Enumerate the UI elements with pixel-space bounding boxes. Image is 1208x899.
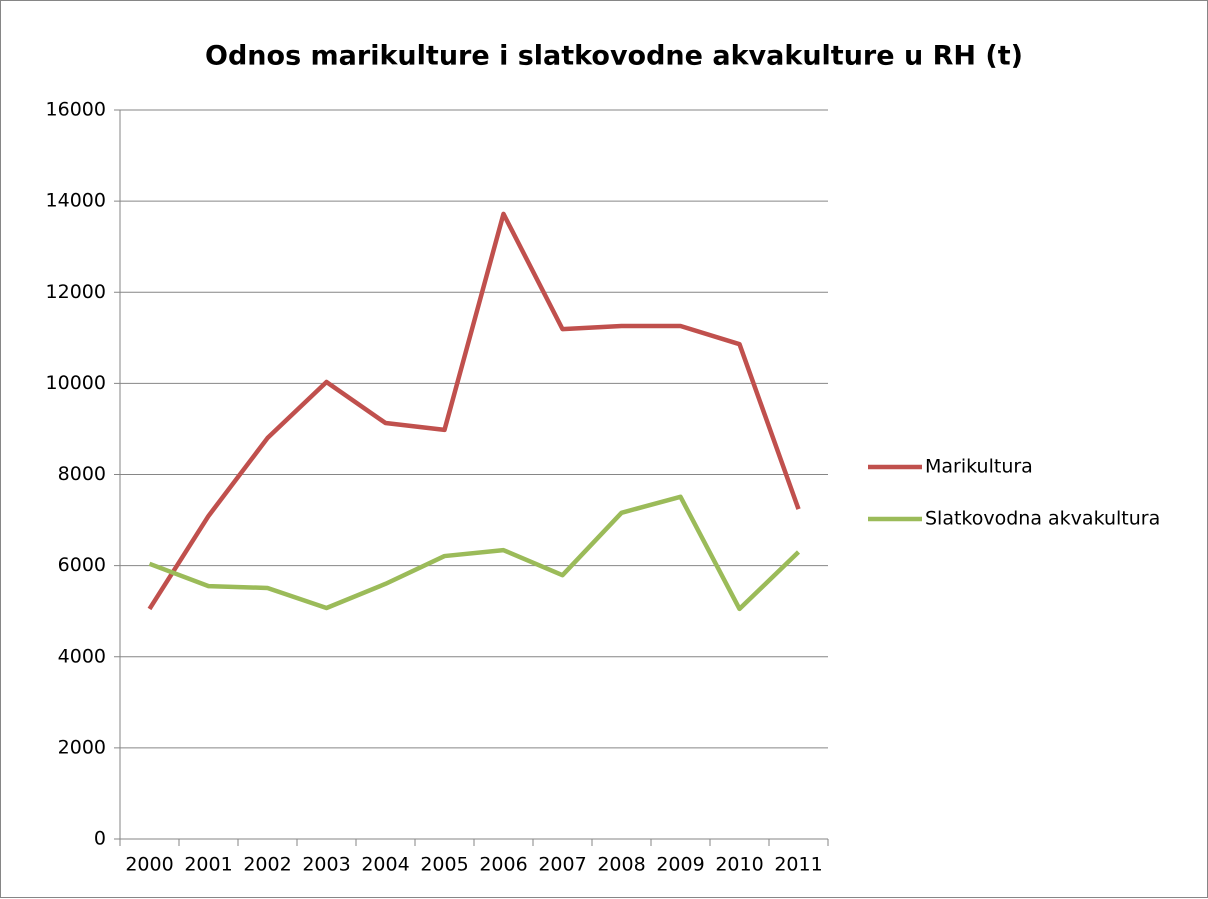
y-tick-label: 10000 [46, 372, 106, 394]
x-tick-label: 2007 [538, 854, 586, 876]
x-tick-label: 2001 [184, 854, 232, 876]
legend-label: Slatkovodna akvakultura [925, 508, 1160, 530]
x-tick-label: 2000 [125, 854, 173, 876]
y-tick-label: 16000 [46, 99, 106, 121]
x-tick-label: 2006 [479, 854, 527, 876]
x-tick-label: 2009 [656, 854, 704, 876]
x-tick-label: 2004 [361, 854, 409, 876]
x-tick-label: 2003 [302, 854, 350, 876]
series-line [148, 494, 801, 612]
y-tick-label: 12000 [46, 281, 106, 303]
y-tick-label: 14000 [46, 190, 106, 212]
y-tick-label: 4000 [58, 645, 106, 667]
y-tick-label: 6000 [58, 554, 106, 576]
series-line [147, 211, 801, 611]
x-tick-label: 2005 [420, 854, 468, 876]
y-tick-label: 2000 [58, 736, 106, 758]
chart-title: Odnos marikulture i slatkovodne akvakult… [205, 41, 1023, 72]
x-tick-label: 2010 [715, 854, 763, 876]
legend-label: Marikultura [925, 456, 1033, 478]
y-tick-label: 8000 [58, 463, 106, 485]
x-tick-label: 2008 [597, 854, 645, 876]
y-tick-label: 0 [94, 828, 106, 850]
x-tick-label: 2002 [243, 854, 291, 876]
x-tick-label: 2011 [774, 854, 822, 876]
